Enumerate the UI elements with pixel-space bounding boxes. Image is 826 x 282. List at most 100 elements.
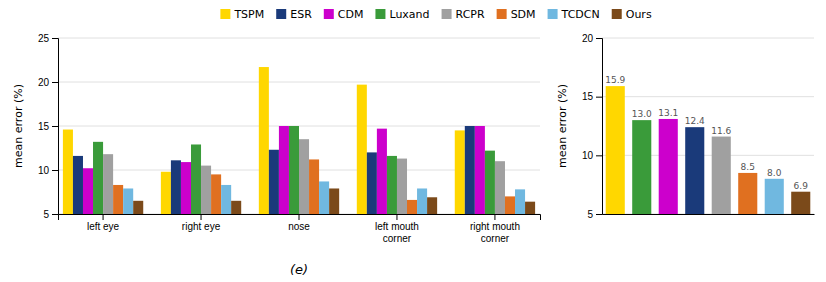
- bar: [465, 126, 475, 214]
- tick-label-line: right eye: [182, 221, 221, 232]
- data-label: 6.9: [794, 181, 809, 191]
- tick-mark: [52, 214, 58, 215]
- tick-label: 10: [38, 165, 50, 176]
- bars: [606, 86, 811, 214]
- data-label: 15.9: [605, 75, 625, 85]
- bar: [211, 174, 221, 214]
- data-label: 13.0: [632, 109, 652, 119]
- bar: [93, 142, 103, 214]
- tick-label: 20: [38, 77, 50, 88]
- bar: [181, 162, 191, 214]
- tick-label: right mouthcorner: [470, 221, 520, 244]
- tick-label: 10: [582, 150, 594, 161]
- legend-label: Ours: [626, 8, 652, 21]
- tick-label: 25: [38, 33, 50, 44]
- panel: 5 10 15 20 25 left eye right eye nose left mouth…: [12, 33, 541, 277]
- tick-mark: [52, 82, 58, 83]
- tick-label: 15: [582, 91, 594, 102]
- bar: [377, 129, 387, 214]
- panel: 15.913.013.112.411.68.58.06.95101520mean…: [556, 33, 815, 220]
- tick-mark: [396, 214, 397, 220]
- bar: [685, 127, 704, 214]
- data-label: 12.4: [685, 116, 705, 126]
- tick-mark: [494, 214, 495, 220]
- tick-mark: [52, 38, 58, 39]
- legend-item: RCPR: [442, 8, 485, 21]
- bar: [475, 126, 485, 214]
- grid-line: [58, 82, 540, 83]
- tick-mark: [596, 155, 602, 156]
- bar: [259, 67, 269, 214]
- x-axis-title: (e): [290, 262, 308, 277]
- legend-swatch: [220, 9, 230, 19]
- tick-mark: [201, 214, 202, 220]
- grid-line: [602, 38, 814, 39]
- bar: [73, 156, 83, 214]
- bar: [791, 192, 810, 214]
- bar: [397, 159, 407, 214]
- grid-line: [602, 96, 814, 97]
- bar: [231, 201, 241, 214]
- bar: [221, 185, 231, 214]
- tick-label: 5: [43, 209, 49, 220]
- tick-mark: [299, 214, 300, 220]
- y-axis: 5 10 15 20 25: [38, 33, 59, 220]
- axis-line: [603, 214, 815, 215]
- tick-label-line: corner: [481, 233, 510, 244]
- data-labels: 15.913.013.112.411.68.58.06.9: [605, 75, 808, 191]
- bar: [269, 150, 279, 214]
- bar: [63, 130, 73, 214]
- bar: [505, 196, 515, 214]
- legend-item: Luxand: [375, 8, 429, 21]
- x-axis: left eye right eye nose left mouthcorner rig…: [59, 214, 541, 244]
- tick-mark: [52, 170, 58, 171]
- bar: [407, 200, 417, 214]
- bar: [329, 188, 339, 214]
- bar: [319, 181, 329, 214]
- bar: [309, 159, 319, 214]
- tick-label: nose: [288, 221, 310, 232]
- tick: 5: [587, 209, 602, 220]
- tick-mark: [596, 214, 602, 215]
- tick-mark: [103, 214, 104, 220]
- bar: [738, 173, 757, 214]
- bar: [712, 137, 731, 214]
- axis-line: [52, 39, 59, 215]
- bar: [367, 152, 377, 214]
- tick: left eye: [87, 214, 120, 232]
- tick-label: 20: [582, 33, 594, 44]
- axis-line: [596, 39, 603, 215]
- y-axis: 5 10 15 20: [582, 33, 603, 220]
- tick-label-line: right mouth: [470, 221, 520, 232]
- bar: [357, 85, 367, 214]
- legend-label: TSPM: [233, 8, 264, 21]
- bar: [161, 172, 171, 214]
- tick: 20: [38, 77, 58, 88]
- bar: [659, 119, 678, 214]
- data-label: 13.1: [658, 108, 678, 118]
- bar: [83, 168, 93, 214]
- legend-label: SDM: [511, 8, 536, 21]
- tick-label: 15: [38, 121, 50, 132]
- bar: [387, 156, 397, 214]
- legend-label: ESR: [290, 8, 312, 21]
- legend-item: SDM: [497, 8, 536, 21]
- tick-label-line: nose: [288, 221, 310, 232]
- grid: [602, 38, 814, 214]
- bar: [485, 151, 495, 214]
- legend: TSPMESRCDMLuxandRCPRSDMTCDCNOurs: [220, 8, 651, 21]
- legend-swatch: [442, 9, 452, 19]
- tick-label-line: corner: [383, 233, 412, 244]
- tick: left mouthcorner: [375, 214, 419, 244]
- grid-line: [58, 38, 540, 39]
- bar: [515, 189, 525, 214]
- tick: 15: [582, 91, 602, 102]
- tick-mark: [596, 38, 602, 39]
- legend-swatch: [612, 9, 622, 19]
- legend-item: Ours: [612, 8, 652, 21]
- tick-label: 5: [587, 209, 593, 220]
- legend-item: TCDCN: [548, 8, 600, 21]
- bar: [606, 86, 625, 214]
- legend-swatch: [276, 9, 286, 19]
- legend-swatch: [324, 9, 334, 19]
